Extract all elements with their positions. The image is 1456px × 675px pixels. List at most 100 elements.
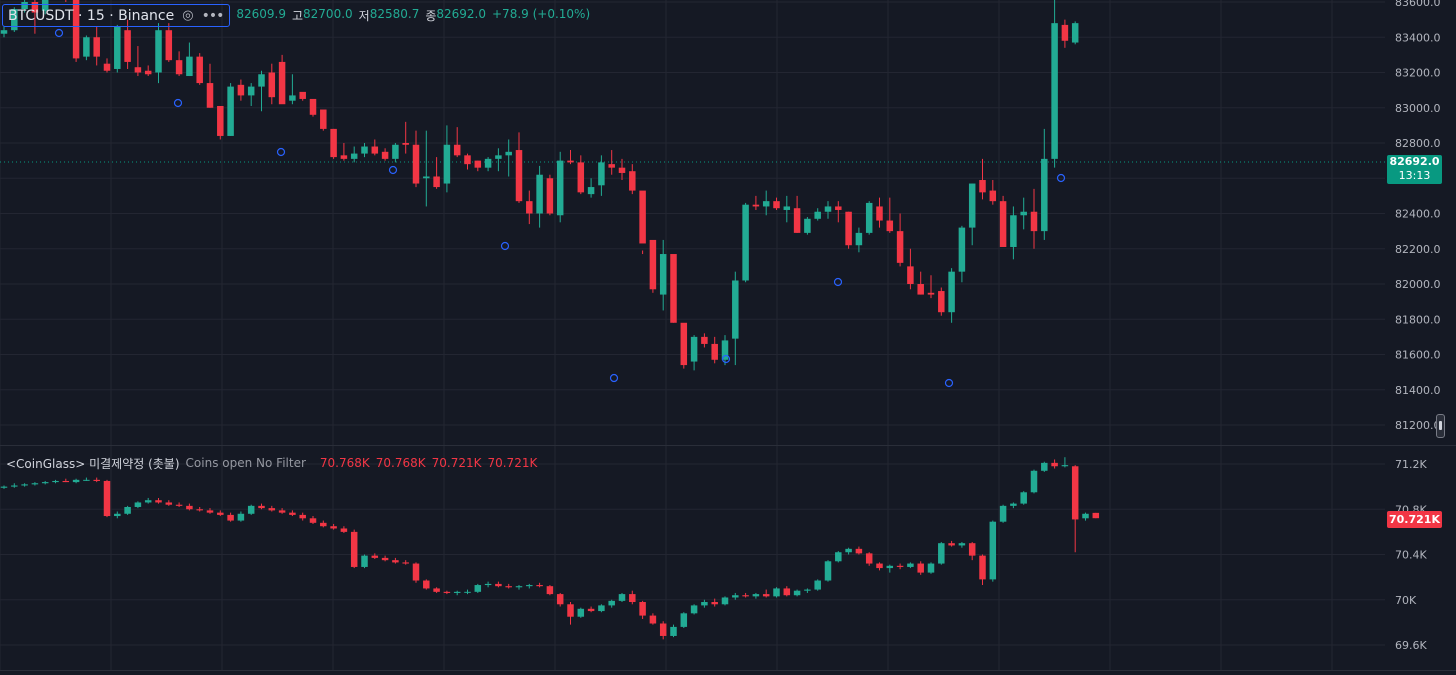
- high-value: 82700.0: [303, 7, 353, 21]
- price-candles: [0, 0, 1079, 371]
- price-tick-label: 81600.0: [1395, 349, 1441, 362]
- price-tick-label: 82400.0: [1395, 208, 1441, 221]
- price-candle: [999, 195, 1007, 247]
- price-candle: [618, 158, 626, 181]
- price-tick-label: 83600.0: [1395, 0, 1441, 9]
- price-axis: 83600.0 83400.0 83200.0 83000.0 82800.0 82400…: [1395, 0, 1441, 432]
- event-marker[interactable]: [500, 241, 510, 251]
- price-candle: [536, 165, 543, 228]
- eye-icon[interactable]: ◎: [182, 8, 194, 23]
- price-candle: [577, 155, 585, 195]
- oi-candle: [1051, 459, 1058, 469]
- price-candle: [649, 239, 657, 293]
- price-candle: [752, 195, 760, 210]
- oi-candles: [0, 457, 1100, 640]
- price-candle: [948, 268, 955, 323]
- oi-candle: [11, 483, 18, 488]
- event-marker[interactable]: [54, 28, 64, 38]
- indicator-title[interactable]: <CoinGlass> 미결제약정 (촛불): [6, 456, 180, 471]
- oi-candle: [1082, 512, 1089, 521]
- oi-candle: [690, 604, 698, 615]
- oi-candle: [701, 599, 708, 608]
- oi-candle: [762, 589, 770, 598]
- oi-candle: [804, 588, 811, 593]
- oi-candle: [989, 520, 997, 582]
- price-candle: [773, 197, 780, 210]
- price-tick-label: 82000.0: [1395, 278, 1441, 291]
- oi-candle: [155, 497, 162, 504]
- price-candle: [793, 195, 801, 233]
- oi-candle: [958, 542, 966, 548]
- price-candle: [876, 197, 883, 228]
- price-candle: [237, 79, 245, 101]
- price-tick-label: 81200.0: [1395, 419, 1441, 432]
- symbol-selector[interactable]: BTCUSDT · 15 · Binance ◎ •••: [2, 4, 231, 27]
- oi-candle: [515, 585, 523, 590]
- oi-candle: [670, 624, 677, 638]
- pane-resize-handle[interactable]: [1436, 414, 1445, 438]
- oi-candle: [659, 621, 667, 640]
- price-candle: [114, 24, 121, 73]
- oi-tick-label: 71.2K: [1395, 458, 1427, 471]
- price-candle: [886, 197, 894, 233]
- price-candle: [855, 227, 863, 253]
- price-candle: [495, 148, 502, 172]
- price-tick-label: 81400.0: [1395, 384, 1441, 397]
- price-candle: [515, 132, 523, 203]
- oi-candle: [968, 542, 976, 561]
- oi-candle: [0, 485, 8, 489]
- oi-candle: [711, 598, 718, 607]
- oi-candle: [1041, 461, 1048, 472]
- oi-candle: [505, 583, 512, 589]
- oi-tick-label: 70.4K: [1395, 549, 1427, 562]
- price-candle: [103, 58, 111, 73]
- price-candle: [701, 333, 708, 348]
- oi-candle: [896, 563, 904, 570]
- more-dots-icon[interactable]: •••: [201, 7, 225, 24]
- price-candle: [392, 143, 399, 163]
- price-candle: [762, 190, 770, 216]
- oi-candle: [835, 551, 842, 563]
- indicator-legend: <CoinGlass> 미결제약정 (촛불) Coins open No Fil…: [6, 455, 537, 471]
- price-candle: [907, 248, 914, 290]
- event-markers: [54, 28, 1066, 388]
- price-tick-label: 83200.0: [1395, 67, 1441, 80]
- price-candle: [783, 195, 791, 223]
- event-marker[interactable]: [833, 277, 843, 287]
- oi-candle: [680, 612, 688, 629]
- low-value: 82580.7: [369, 7, 420, 21]
- price-candle: [289, 74, 296, 105]
- event-marker[interactable]: [721, 354, 731, 364]
- oi-candle: [423, 579, 430, 590]
- oi-candle: [453, 590, 461, 596]
- price-candle: [505, 139, 512, 177]
- open-value: 82609.9: [236, 7, 286, 21]
- event-marker[interactable]: [609, 373, 619, 383]
- oi-candle: [361, 554, 368, 569]
- oi-candle: [443, 590, 451, 595]
- oi-candle: [907, 562, 914, 569]
- price-candle: [721, 335, 729, 366]
- indicator-low: 70.721K: [431, 456, 482, 470]
- price-candle: [989, 180, 997, 205]
- oi-candle: [608, 599, 615, 608]
- price-candle: [381, 148, 389, 161]
- price-candle: [865, 201, 873, 235]
- oi-candle: [237, 511, 245, 522]
- price-candle: [175, 51, 183, 77]
- oi-candle: [1030, 469, 1038, 494]
- event-marker[interactable]: [276, 147, 286, 157]
- event-marker[interactable]: [388, 165, 398, 175]
- price-tick-label: 81800.0: [1395, 313, 1441, 326]
- event-marker[interactable]: [944, 378, 954, 388]
- event-marker[interactable]: [1056, 173, 1066, 183]
- price-tick-label: 83000.0: [1395, 102, 1441, 115]
- oi-candle: [865, 552, 873, 566]
- oi-candle: [103, 479, 111, 518]
- price-candle: [464, 153, 471, 170]
- grid: [0, 0, 1385, 670]
- event-marker[interactable]: [173, 98, 183, 108]
- oi-candle: [299, 512, 306, 521]
- oi-candle: [165, 500, 173, 506]
